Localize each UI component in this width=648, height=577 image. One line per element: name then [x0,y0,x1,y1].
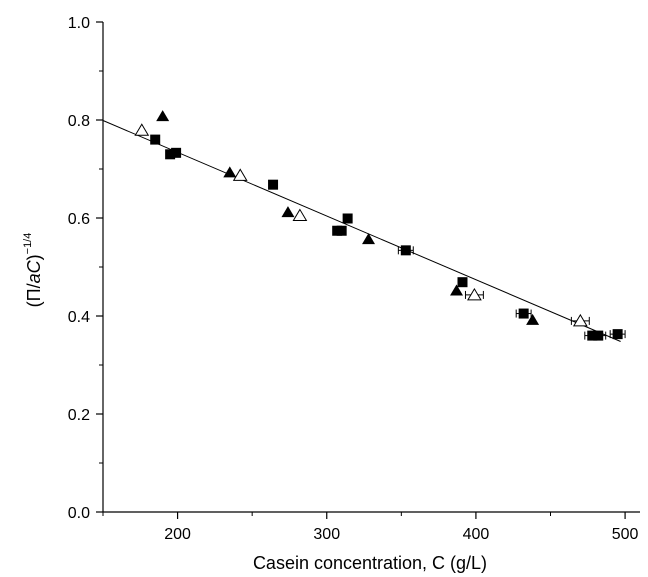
square-point [150,134,161,145]
filled-triangle-point [526,313,540,325]
y-axis-title: (Π/aC)−1/4 [22,233,44,308]
y-tick-label: 0.2 [68,407,90,424]
open-triangle-point [292,208,308,222]
y-tick-label: 0.8 [68,113,90,130]
ticks: 200 300 400 500 0.0 0.2 0.4 0.6 0.8 1.0 [68,15,639,543]
y-tick-label: 0.4 [68,309,90,326]
open-triangle-point [232,168,248,181]
square-point [400,245,411,256]
fit-line-group [102,120,621,342]
open-triangle-point [572,313,588,327]
y-axis-title-italic: aC [24,259,44,283]
square-point [342,213,353,224]
fit-line [102,120,621,342]
square-point [457,277,468,288]
data-points [134,110,626,341]
square-point [593,330,604,341]
filled-triangle-point [450,284,464,296]
y-axis-title-superscript: −1/4 [22,233,34,255]
square-point [171,147,182,158]
open-triangle-point [134,123,150,136]
x-tick-label: 300 [313,526,340,543]
square-point [612,329,623,340]
y-tick-label: 0.6 [68,211,90,228]
y-axis-title-suffix: ) [24,254,44,260]
filled-triangle-point [156,110,170,122]
open-triangle-point [467,287,482,301]
square-point [165,149,176,160]
square-point [336,225,347,236]
filled-triangle-point [362,233,376,245]
x-tick-label: 500 [612,526,639,543]
x-tick-label: 200 [164,526,191,543]
filled-triangle-point [223,166,237,178]
filled-triangle-point [281,206,295,218]
y-tick-label: 1.0 [68,15,90,32]
y-tick-label: 0.0 [68,505,90,522]
x-axis-title: Casein concentration, C (g/L) [253,553,487,573]
y-axis-title-prefix: (Π/ [24,283,44,307]
axes [102,22,640,513]
x-tick-label: 400 [463,526,490,543]
square-point [268,179,279,190]
square-point [518,308,529,319]
